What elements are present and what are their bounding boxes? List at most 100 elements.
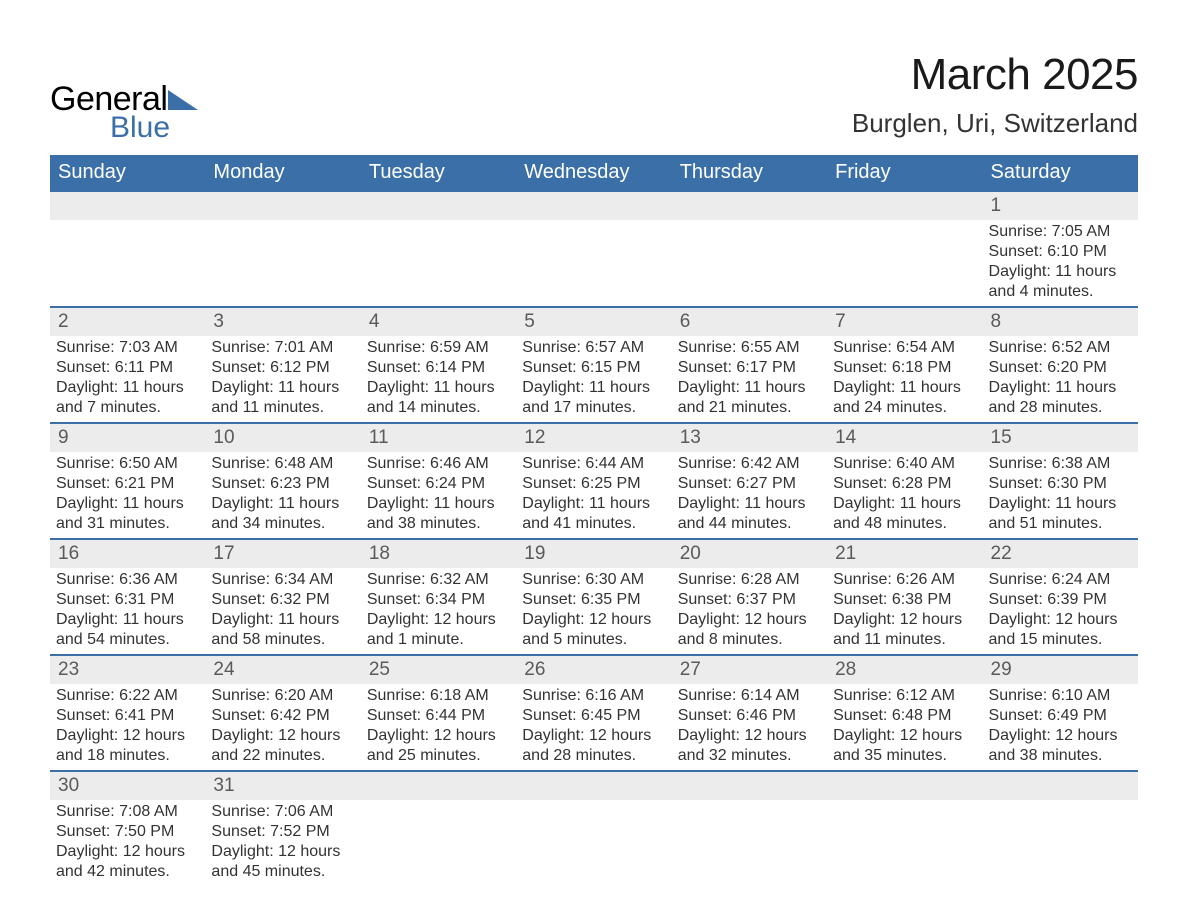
day-number: 23	[50, 656, 205, 684]
calendar-week-row: 16Sunrise: 6:36 AMSunset: 6:31 PMDayligh…	[50, 539, 1138, 655]
day-number: 28	[827, 656, 982, 684]
sunset-text: Sunset: 6:34 PM	[367, 590, 510, 610]
daylight-text: Daylight: 12 hours and 28 minutes.	[522, 726, 665, 766]
daylight-text: Daylight: 12 hours and 42 minutes.	[56, 842, 199, 882]
weekday-header: Thursday	[672, 155, 827, 191]
sunset-text: Sunset: 6:30 PM	[989, 474, 1132, 494]
calendar-week-row: 2Sunrise: 7:03 AMSunset: 6:11 PMDaylight…	[50, 307, 1138, 423]
day-number: 30	[50, 772, 205, 800]
sunset-text: Sunset: 6:11 PM	[56, 358, 199, 378]
calendar-cell: 16Sunrise: 6:36 AMSunset: 6:31 PMDayligh…	[50, 539, 205, 655]
day-number: 6	[672, 308, 827, 336]
sunrise-text: Sunrise: 6:10 AM	[989, 686, 1132, 706]
calendar-cell	[672, 771, 827, 886]
calendar-cell: 13Sunrise: 6:42 AMSunset: 6:27 PMDayligh…	[672, 423, 827, 539]
sunrise-text: Sunrise: 6:34 AM	[211, 570, 354, 590]
daylight-text: Daylight: 11 hours and 17 minutes.	[522, 378, 665, 418]
daylight-text: Daylight: 12 hours and 5 minutes.	[522, 610, 665, 650]
sunset-text: Sunset: 6:25 PM	[522, 474, 665, 494]
weekday-header: Friday	[827, 155, 982, 191]
weekday-header: Tuesday	[361, 155, 516, 191]
sunset-text: Sunset: 6:38 PM	[833, 590, 976, 610]
calendar-cell: 21Sunrise: 6:26 AMSunset: 6:38 PMDayligh…	[827, 539, 982, 655]
daylight-text: Daylight: 11 hours and 54 minutes.	[56, 610, 199, 650]
daylight-text: Daylight: 11 hours and 11 minutes.	[211, 378, 354, 418]
calendar-cell	[983, 771, 1138, 886]
sunset-text: Sunset: 6:27 PM	[678, 474, 821, 494]
calendar-cell: 15Sunrise: 6:38 AMSunset: 6:30 PMDayligh…	[983, 423, 1138, 539]
calendar-cell: 5Sunrise: 6:57 AMSunset: 6:15 PMDaylight…	[516, 307, 671, 423]
sunset-text: Sunset: 7:52 PM	[211, 822, 354, 842]
day-number: 21	[827, 540, 982, 568]
daylight-text: Daylight: 11 hours and 51 minutes.	[989, 494, 1132, 534]
calendar-cell: 3Sunrise: 7:01 AMSunset: 6:12 PMDaylight…	[205, 307, 360, 423]
day-details: Sunrise: 6:40 AMSunset: 6:28 PMDaylight:…	[827, 452, 982, 538]
sunset-text: Sunset: 6:39 PM	[989, 590, 1132, 610]
calendar-week-row: 9Sunrise: 6:50 AMSunset: 6:21 PMDaylight…	[50, 423, 1138, 539]
day-details: Sunrise: 6:59 AMSunset: 6:14 PMDaylight:…	[361, 336, 516, 422]
header: General Blue March 2025 Burglen, Uri, Sw…	[50, 50, 1138, 145]
calendar-cell	[672, 191, 827, 307]
day-number: 11	[361, 424, 516, 452]
day-details: Sunrise: 7:08 AMSunset: 7:50 PMDaylight:…	[50, 800, 205, 886]
logo: General Blue	[50, 50, 198, 145]
day-number: 27	[672, 656, 827, 684]
day-details: Sunrise: 7:05 AMSunset: 6:10 PMDaylight:…	[983, 220, 1138, 306]
sunset-text: Sunset: 6:31 PM	[56, 590, 199, 610]
sunrise-text: Sunrise: 6:30 AM	[522, 570, 665, 590]
calendar-cell: 4Sunrise: 6:59 AMSunset: 6:14 PMDaylight…	[361, 307, 516, 423]
calendar-cell: 27Sunrise: 6:14 AMSunset: 6:46 PMDayligh…	[672, 655, 827, 771]
calendar-cell: 22Sunrise: 6:24 AMSunset: 6:39 PMDayligh…	[983, 539, 1138, 655]
day-details	[50, 220, 205, 290]
day-number: 15	[983, 424, 1138, 452]
day-details: Sunrise: 6:57 AMSunset: 6:15 PMDaylight:…	[516, 336, 671, 422]
calendar-cell: 7Sunrise: 6:54 AMSunset: 6:18 PMDaylight…	[827, 307, 982, 423]
calendar-cell: 8Sunrise: 6:52 AMSunset: 6:20 PMDaylight…	[983, 307, 1138, 423]
sunrise-text: Sunrise: 6:14 AM	[678, 686, 821, 706]
day-details: Sunrise: 6:34 AMSunset: 6:32 PMDaylight:…	[205, 568, 360, 654]
day-number: 1	[983, 192, 1138, 220]
day-details: Sunrise: 6:55 AMSunset: 6:17 PMDaylight:…	[672, 336, 827, 422]
weekday-header-row: SundayMondayTuesdayWednesdayThursdayFrid…	[50, 155, 1138, 191]
day-details	[361, 220, 516, 290]
day-details	[983, 800, 1138, 870]
page-title: March 2025	[852, 50, 1138, 100]
day-number	[516, 772, 671, 800]
sunset-text: Sunset: 6:21 PM	[56, 474, 199, 494]
calendar-table: SundayMondayTuesdayWednesdayThursdayFrid…	[50, 155, 1138, 886]
day-number: 18	[361, 540, 516, 568]
day-number: 9	[50, 424, 205, 452]
sunrise-text: Sunrise: 6:55 AM	[678, 338, 821, 358]
sunset-text: Sunset: 6:44 PM	[367, 706, 510, 726]
sunset-text: Sunset: 6:42 PM	[211, 706, 354, 726]
day-details: Sunrise: 6:24 AMSunset: 6:39 PMDaylight:…	[983, 568, 1138, 654]
day-details: Sunrise: 6:38 AMSunset: 6:30 PMDaylight:…	[983, 452, 1138, 538]
sunset-text: Sunset: 6:20 PM	[989, 358, 1132, 378]
day-number: 26	[516, 656, 671, 684]
sunrise-text: Sunrise: 7:08 AM	[56, 802, 199, 822]
day-number: 29	[983, 656, 1138, 684]
daylight-text: Daylight: 11 hours and 44 minutes.	[678, 494, 821, 534]
weekday-header: Sunday	[50, 155, 205, 191]
sunrise-text: Sunrise: 6:12 AM	[833, 686, 976, 706]
calendar-cell: 14Sunrise: 6:40 AMSunset: 6:28 PMDayligh…	[827, 423, 982, 539]
daylight-text: Daylight: 12 hours and 8 minutes.	[678, 610, 821, 650]
sunrise-text: Sunrise: 6:20 AM	[211, 686, 354, 706]
sunset-text: Sunset: 7:50 PM	[56, 822, 199, 842]
sunrise-text: Sunrise: 6:44 AM	[522, 454, 665, 474]
calendar-cell: 19Sunrise: 6:30 AMSunset: 6:35 PMDayligh…	[516, 539, 671, 655]
calendar-week-row: 30Sunrise: 7:08 AMSunset: 7:50 PMDayligh…	[50, 771, 1138, 886]
calendar-cell: 24Sunrise: 6:20 AMSunset: 6:42 PMDayligh…	[205, 655, 360, 771]
day-details	[827, 220, 982, 290]
day-number: 3	[205, 308, 360, 336]
sunrise-text: Sunrise: 6:16 AM	[522, 686, 665, 706]
sunrise-text: Sunrise: 6:38 AM	[989, 454, 1132, 474]
day-number: 12	[516, 424, 671, 452]
sunset-text: Sunset: 6:23 PM	[211, 474, 354, 494]
day-number: 14	[827, 424, 982, 452]
day-details: Sunrise: 7:03 AMSunset: 6:11 PMDaylight:…	[50, 336, 205, 422]
daylight-text: Daylight: 12 hours and 25 minutes.	[367, 726, 510, 766]
calendar-cell: 12Sunrise: 6:44 AMSunset: 6:25 PMDayligh…	[516, 423, 671, 539]
day-number: 2	[50, 308, 205, 336]
day-details: Sunrise: 6:18 AMSunset: 6:44 PMDaylight:…	[361, 684, 516, 770]
